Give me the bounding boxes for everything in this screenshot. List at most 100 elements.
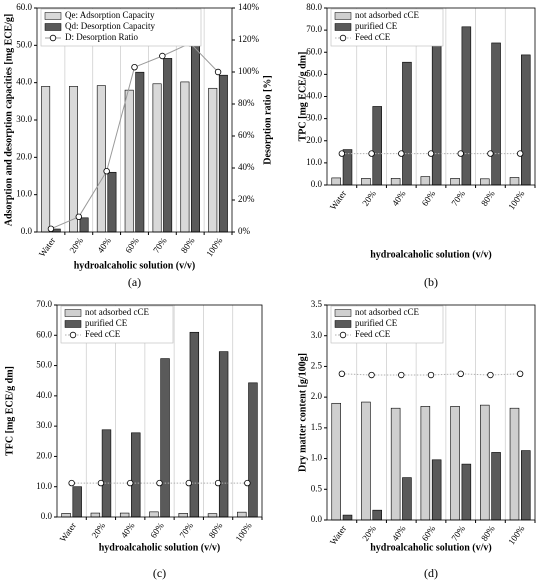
legend-swatch bbox=[334, 23, 352, 31]
x-tick-label: 100% bbox=[506, 523, 527, 546]
bar bbox=[342, 514, 353, 521]
legend-swatch bbox=[64, 320, 82, 328]
point bbox=[457, 370, 464, 377]
bar bbox=[131, 432, 141, 518]
point bbox=[156, 479, 163, 487]
bar bbox=[521, 54, 531, 186]
bar bbox=[491, 452, 501, 521]
y-tick-label: 2.0 bbox=[311, 391, 323, 401]
bar bbox=[152, 83, 162, 233]
point bbox=[457, 150, 464, 157]
bar bbox=[390, 178, 401, 186]
bar bbox=[163, 58, 173, 233]
y-tick-label: 40.0 bbox=[36, 390, 52, 400]
bar bbox=[402, 61, 412, 186]
bar bbox=[361, 178, 371, 186]
y-tick-label: 30.0 bbox=[36, 420, 52, 430]
point bbox=[368, 150, 375, 157]
x-tick-label: 60% bbox=[420, 188, 438, 208]
y2-tick-label: 60% bbox=[238, 130, 255, 140]
point bbox=[185, 479, 192, 487]
point bbox=[516, 150, 524, 157]
y2-tick-label: 140% bbox=[238, 2, 260, 12]
y2-tick-label: 20% bbox=[238, 194, 255, 204]
bar bbox=[390, 407, 401, 521]
y-tick-label: 30.0 bbox=[306, 113, 322, 123]
y-tick-label: 1.5 bbox=[311, 422, 323, 432]
point bbox=[103, 167, 110, 175]
panel-label: (a) bbox=[128, 275, 141, 289]
y-tick-label: 30.0 bbox=[16, 114, 32, 124]
y-tick-label: 40.0 bbox=[16, 77, 32, 87]
x-tick-label: Water bbox=[328, 189, 348, 212]
plot-frame bbox=[326, 7, 536, 186]
y-tick-label: 70.0 bbox=[306, 24, 322, 34]
x-tick-label: 80% bbox=[479, 188, 497, 208]
bar bbox=[101, 429, 112, 518]
y-axis-title: TPC [mg ECE/g dm] bbox=[297, 52, 308, 142]
y-tick-label: 10.0 bbox=[306, 157, 322, 167]
bar bbox=[509, 407, 520, 521]
y-tick-label: 20.0 bbox=[16, 151, 32, 161]
x-axis-title: hydroalcaholic solution (v/v) bbox=[370, 249, 492, 260]
bar bbox=[480, 404, 490, 521]
bar bbox=[480, 178, 490, 186]
x-tick-label: 100% bbox=[204, 235, 225, 258]
bar bbox=[107, 171, 117, 233]
x-axis-title: hydroalcaholic solution (v/v) bbox=[99, 542, 221, 553]
plot-frame bbox=[56, 304, 263, 518]
point bbox=[398, 150, 405, 157]
point bbox=[244, 479, 251, 487]
point bbox=[338, 370, 346, 377]
y-tick-label: 0.0 bbox=[311, 514, 323, 524]
point bbox=[47, 225, 55, 232]
bar bbox=[149, 511, 159, 518]
y-tick-label: 1.0 bbox=[311, 453, 323, 463]
x-tick-label: 70% bbox=[177, 520, 195, 540]
y-tick-label: 20.0 bbox=[36, 450, 52, 460]
point bbox=[75, 213, 82, 220]
plot-frame bbox=[326, 304, 536, 521]
point bbox=[368, 371, 375, 379]
legend-box bbox=[40, 8, 202, 47]
bar bbox=[361, 401, 371, 521]
panel-label: (d) bbox=[424, 566, 438, 580]
y-tick-label: 2.5 bbox=[311, 360, 323, 370]
y-tick-label: 60.0 bbox=[16, 2, 32, 12]
bar bbox=[72, 486, 82, 518]
legend-marker bbox=[339, 34, 347, 42]
panel-label: (b) bbox=[424, 275, 438, 289]
y-tick-label: 70.0 bbox=[36, 299, 52, 309]
plot-frame bbox=[36, 7, 233, 233]
x-tick-label: 70% bbox=[449, 523, 467, 543]
legend-swatch bbox=[334, 12, 352, 20]
legend-marker bbox=[339, 331, 347, 339]
bar bbox=[372, 509, 382, 521]
panel-label: (c) bbox=[153, 566, 166, 580]
x-tick-label: 60% bbox=[123, 235, 141, 255]
bar bbox=[331, 177, 341, 186]
bar bbox=[160, 358, 170, 518]
bar bbox=[237, 511, 247, 518]
y-tick-label: 50.0 bbox=[16, 39, 32, 49]
y-axis-title: Dry matter content [g/100g] bbox=[297, 353, 308, 472]
bar bbox=[521, 450, 531, 521]
x-tick-label: 40% bbox=[390, 188, 408, 208]
x-tick-label: 20% bbox=[67, 235, 85, 255]
legend-label: not adsorbed cCE bbox=[85, 307, 149, 317]
y-axis-title: TFC [mg ECE/g dm] bbox=[4, 366, 15, 456]
y2-tick-label: 120% bbox=[238, 34, 260, 44]
point bbox=[516, 370, 524, 377]
x-axis-title: hydroalcaholic solution (v/v) bbox=[370, 542, 492, 553]
y-tick-label: 0.0 bbox=[311, 179, 323, 189]
y-tick-label: 60.0 bbox=[36, 329, 52, 339]
bar bbox=[69, 86, 78, 233]
bar bbox=[208, 87, 218, 233]
y-tick-label: 10.0 bbox=[16, 189, 32, 199]
x-axis-title: hydroalcaholic solution (v/v) bbox=[74, 260, 196, 271]
legend-swatch bbox=[334, 320, 352, 328]
y-tick-label: 3.5 bbox=[311, 299, 323, 309]
point bbox=[338, 150, 346, 157]
